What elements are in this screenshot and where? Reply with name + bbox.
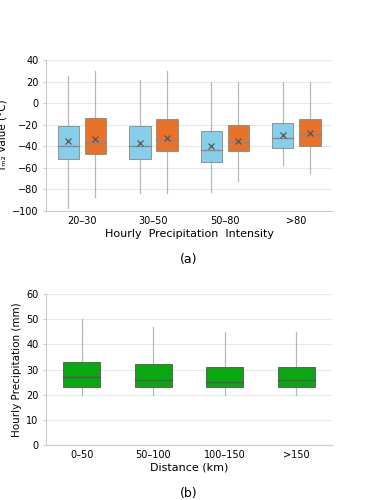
FancyBboxPatch shape [272, 122, 293, 148]
FancyBboxPatch shape [135, 364, 172, 387]
Y-axis label: Hourly Precipitation (mm): Hourly Precipitation (mm) [12, 302, 22, 437]
X-axis label: Hourly  Precipitation  Intensity: Hourly Precipitation Intensity [105, 228, 273, 238]
FancyBboxPatch shape [299, 120, 321, 146]
Text: (b): (b) [180, 488, 198, 500]
FancyBboxPatch shape [63, 362, 100, 387]
FancyBboxPatch shape [85, 118, 106, 154]
FancyBboxPatch shape [58, 126, 79, 159]
FancyBboxPatch shape [206, 367, 244, 387]
X-axis label: Distance (km): Distance (km) [150, 462, 228, 472]
FancyBboxPatch shape [201, 131, 222, 162]
Text: (a): (a) [180, 254, 198, 266]
Y-axis label: Tₘ₂ Value (°C): Tₘ₂ Value (°C) [0, 99, 8, 172]
FancyBboxPatch shape [278, 367, 315, 387]
FancyBboxPatch shape [228, 124, 249, 150]
FancyBboxPatch shape [156, 120, 178, 150]
FancyBboxPatch shape [129, 126, 151, 159]
